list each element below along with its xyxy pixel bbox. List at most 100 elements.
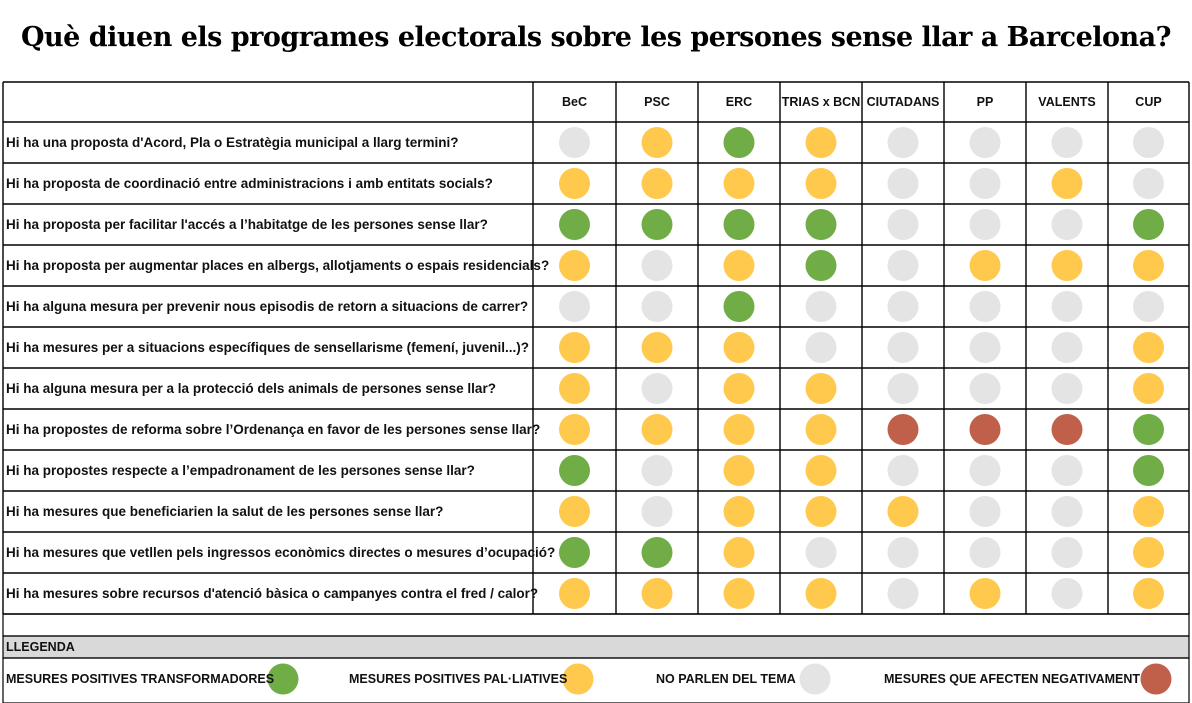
- rating-dot-negatives: [887, 414, 919, 445]
- rating-dot-negatives: [969, 414, 1001, 445]
- rating-dot-paliatives: [1051, 250, 1083, 281]
- rating-dot-transformadores: [559, 455, 590, 486]
- rating-dot-paliatives: [559, 250, 590, 281]
- rating-dot-transformadores: [641, 209, 673, 240]
- rating-dot-no_parlen: [887, 127, 919, 158]
- rating-dot-no_parlen: [969, 496, 1001, 527]
- rating-dot-paliatives: [641, 168, 673, 199]
- rating-dot-no_parlen: [887, 332, 919, 363]
- party-header: ERC: [725, 95, 753, 109]
- party-header: VALENTS: [1038, 95, 1096, 109]
- rating-dot-paliatives: [805, 414, 837, 445]
- rating-dot-paliatives: [723, 332, 755, 363]
- rating-dot-no_parlen: [969, 332, 1001, 363]
- question-label: Hi ha mesures que beneficiarien la salut…: [6, 503, 444, 519]
- rating-dot-transformadores: [723, 127, 755, 158]
- rating-dot-paliatives: [723, 455, 755, 486]
- question-label: Hi ha mesures que vetllen pels ingressos…: [6, 544, 556, 560]
- rating-dot-paliatives: [641, 332, 673, 363]
- party-header: PSC: [644, 95, 670, 109]
- rating-dot-paliatives: [805, 455, 837, 486]
- rating-dot-paliatives: [641, 578, 673, 609]
- rating-dot-transformadores: [1133, 455, 1164, 486]
- rating-dot-paliatives: [723, 578, 755, 609]
- rating-dot-transformadores: [641, 537, 673, 568]
- question-label: Hi ha alguna mesura per a la protecció d…: [6, 380, 496, 396]
- rating-dot-no_parlen: [1051, 291, 1083, 322]
- question-label: Hi ha una proposta d'Acord, Pla o Estrat…: [6, 134, 459, 150]
- rating-dot-paliatives: [559, 373, 590, 404]
- question-label: Hi ha propostes respecte a l’empadroname…: [6, 462, 475, 478]
- spacer-row: [2, 613, 1190, 637]
- rating-dot-no_parlen: [887, 373, 919, 404]
- legend-header-band: [2, 635, 1190, 659]
- rating-dot-no_parlen: [805, 332, 837, 363]
- rating-dot-no_parlen: [1051, 373, 1083, 404]
- rating-dot-transformadores: [559, 209, 590, 240]
- rating-dot-no_parlen: [1133, 291, 1164, 322]
- rating-dot-no_parlen: [887, 455, 919, 486]
- question-label: Hi ha proposta per augmentar places en a…: [6, 257, 550, 273]
- question-label: Hi ha alguna mesura per prevenir nous ep…: [6, 298, 529, 314]
- rating-dot-no_parlen: [641, 455, 673, 486]
- legend-dot-paliatives: [562, 663, 594, 695]
- rating-dot-paliatives: [559, 168, 590, 199]
- rating-dot-transformadores: [1133, 209, 1164, 240]
- legend-title: LLEGENDA: [6, 640, 75, 654]
- rating-dot-transformadores: [805, 209, 837, 240]
- rating-dot-no_parlen: [887, 291, 919, 322]
- rating-dot-no_parlen: [969, 127, 1001, 158]
- rating-dot-no_parlen: [969, 291, 1001, 322]
- legend-row-box: [2, 657, 1190, 703]
- rating-dot-paliatives: [805, 578, 837, 609]
- rating-dot-no_parlen: [641, 250, 673, 281]
- rating-dot-paliatives: [969, 578, 1001, 609]
- rating-dot-no_parlen: [1133, 127, 1164, 158]
- rating-dot-negatives: [1051, 414, 1083, 445]
- rating-dot-no_parlen: [969, 209, 1001, 240]
- rating-dot-no_parlen: [969, 455, 1001, 486]
- legend-label-negatives: MESURES QUE AFECTEN NEGATIVAMENT: [884, 672, 1141, 686]
- rating-dot-no_parlen: [641, 291, 673, 322]
- rating-dot-paliatives: [1133, 332, 1164, 363]
- rating-dot-transformadores: [805, 250, 837, 281]
- party-header: CUP: [1135, 95, 1162, 109]
- rating-dot-paliatives: [969, 250, 1001, 281]
- rating-dot-paliatives: [559, 496, 590, 527]
- legend-label-no_parlen: NO PARLEN DEL TEMA: [656, 672, 796, 686]
- rating-dot-paliatives: [559, 414, 590, 445]
- rating-dot-no_parlen: [641, 496, 673, 527]
- rating-dot-transformadores: [1133, 414, 1164, 445]
- rating-dot-paliatives: [887, 496, 919, 527]
- rating-dot-paliatives: [559, 332, 590, 363]
- rating-dot-paliatives: [805, 496, 837, 527]
- question-label: Hi ha proposta de coordinació entre admi…: [6, 175, 493, 191]
- rating-dot-paliatives: [1133, 537, 1164, 568]
- rating-dot-transformadores: [723, 209, 755, 240]
- rating-dot-no_parlen: [969, 373, 1001, 404]
- rating-dot-no_parlen: [887, 168, 919, 199]
- rating-dot-paliatives: [805, 127, 837, 158]
- rating-dot-no_parlen: [1051, 209, 1083, 240]
- rating-dot-no_parlen: [1051, 537, 1083, 568]
- rating-dot-paliatives: [1133, 496, 1164, 527]
- rating-dot-no_parlen: [887, 578, 919, 609]
- rating-dot-no_parlen: [887, 209, 919, 240]
- rating-dot-paliatives: [1051, 168, 1083, 199]
- question-label: Hi ha propostes de reforma sobre l’Orden…: [6, 421, 541, 437]
- legend-dot-transformadores: [267, 663, 299, 695]
- legend-dot-no_parlen: [799, 663, 831, 695]
- rating-dot-paliatives: [1133, 373, 1164, 404]
- rating-dot-no_parlen: [559, 127, 590, 158]
- question-label: Hi ha mesures sobre recursos d'atenció b…: [6, 585, 539, 601]
- rating-dot-no_parlen: [1051, 496, 1083, 527]
- legend-dot-negatives: [1140, 663, 1172, 695]
- rating-dot-paliatives: [641, 414, 673, 445]
- rating-dot-no_parlen: [969, 537, 1001, 568]
- rating-dot-paliatives: [723, 168, 755, 199]
- rating-dot-no_parlen: [969, 168, 1001, 199]
- rating-dot-paliatives: [723, 414, 755, 445]
- rating-dot-paliatives: [723, 250, 755, 281]
- rating-dot-no_parlen: [1051, 127, 1083, 158]
- rating-dot-paliatives: [805, 168, 837, 199]
